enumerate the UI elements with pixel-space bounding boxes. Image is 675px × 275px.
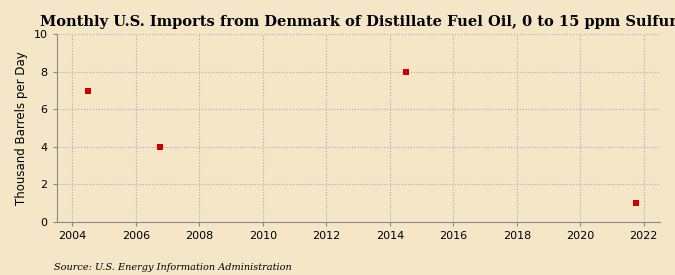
Title: Monthly U.S. Imports from Denmark of Distillate Fuel Oil, 0 to 15 ppm Sulfur: Monthly U.S. Imports from Denmark of Dis… (40, 15, 675, 29)
Point (83, 88, 94, 93)
Y-axis label: Thousand Barrels per Day: Thousand Barrels per Day (15, 51, 28, 205)
Point (155, 145, 165, 149)
Text: Source: U.S. Energy Information Administration: Source: U.S. Energy Information Administ… (54, 263, 292, 272)
Point (630, 201, 641, 205)
Point (400, 70, 411, 74)
